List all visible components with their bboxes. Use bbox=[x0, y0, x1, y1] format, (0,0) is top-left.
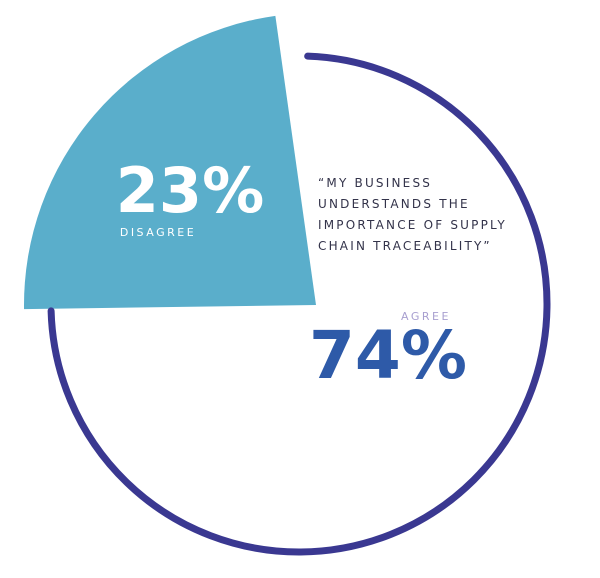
quote-line: “MY BUSINESS bbox=[318, 176, 432, 190]
quote-line: IMPORTANCE OF SUPPLY bbox=[318, 218, 507, 232]
quote-line: CHAIN TRACEABILITY” bbox=[318, 239, 492, 253]
quote: “MY BUSINESS UNDERSTANDS THE IMPORTANCE … bbox=[318, 176, 507, 253]
value-label: 74% bbox=[309, 317, 467, 394]
category-label: AGREE bbox=[401, 310, 451, 323]
wedge bbox=[23, 15, 317, 310]
arc bbox=[47, 52, 551, 556]
category-label: DISAGREE bbox=[120, 226, 196, 239]
value-label: 23% bbox=[116, 154, 264, 227]
quote-line: UNDERSTANDS THE bbox=[318, 197, 470, 211]
